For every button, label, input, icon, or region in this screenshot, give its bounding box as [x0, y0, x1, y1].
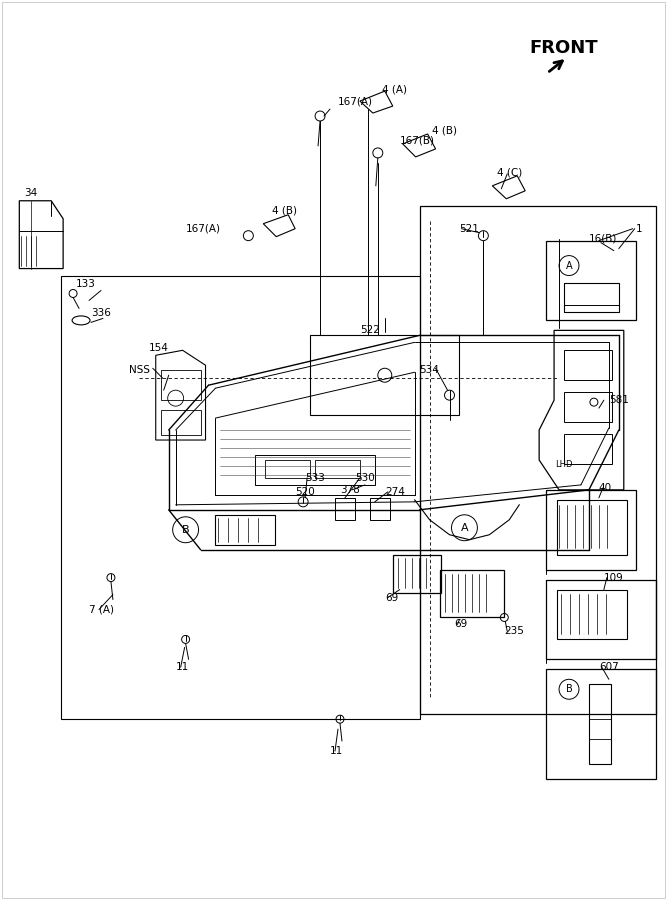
Text: 520: 520: [295, 487, 315, 497]
Text: 167(A): 167(A): [185, 224, 221, 234]
Text: NSS: NSS: [129, 365, 150, 375]
Text: 530: 530: [355, 472, 375, 483]
Text: B: B: [182, 525, 189, 535]
Text: 521: 521: [460, 224, 480, 234]
Bar: [564, 283, 619, 312]
Text: 4 (B): 4 (B): [272, 206, 297, 216]
Bar: [557, 500, 627, 554]
Bar: [255, 455, 375, 485]
Bar: [564, 434, 612, 464]
Text: A: A: [461, 523, 468, 533]
Text: 4 (A): 4 (A): [382, 84, 407, 94]
Bar: [61, 275, 420, 719]
Bar: [440, 570, 504, 617]
Bar: [315, 460, 360, 478]
Text: LHD: LHD: [556, 461, 573, 470]
Bar: [161, 370, 201, 400]
Text: 274: 274: [385, 487, 405, 497]
Text: 133: 133: [76, 278, 96, 289]
Bar: [335, 498, 355, 520]
Text: 534: 534: [420, 365, 440, 375]
Text: 167(B): 167(B): [400, 136, 435, 146]
Text: 1: 1: [636, 224, 642, 234]
Bar: [265, 460, 310, 478]
Text: 69: 69: [454, 619, 468, 629]
Text: FRONT: FRONT: [529, 40, 598, 58]
Text: 154: 154: [149, 343, 169, 354]
Bar: [215, 515, 275, 544]
Bar: [393, 554, 440, 592]
Bar: [546, 580, 656, 660]
Bar: [310, 336, 460, 415]
Text: 607: 607: [599, 662, 618, 672]
Text: 4 (B): 4 (B): [432, 126, 457, 136]
Text: 40: 40: [599, 483, 612, 493]
Text: A: A: [566, 261, 572, 271]
Bar: [546, 490, 636, 570]
Text: 109: 109: [604, 572, 624, 582]
Text: 533: 533: [305, 472, 325, 483]
Text: 69: 69: [385, 592, 398, 602]
Bar: [557, 590, 627, 639]
Text: 16(B): 16(B): [589, 234, 617, 244]
Text: B: B: [566, 684, 572, 694]
Bar: [546, 670, 656, 779]
Text: 11: 11: [175, 662, 189, 672]
Text: 336: 336: [91, 309, 111, 319]
Text: 7 (A): 7 (A): [89, 605, 114, 615]
Text: 235: 235: [504, 626, 524, 636]
Bar: [564, 392, 612, 422]
Text: 581: 581: [609, 395, 629, 405]
Text: 11: 11: [330, 746, 344, 756]
Bar: [370, 498, 390, 520]
Text: 34: 34: [24, 188, 37, 198]
Text: 522: 522: [360, 326, 380, 336]
Text: 4 (C): 4 (C): [498, 168, 522, 178]
Bar: [564, 350, 612, 380]
Bar: [589, 684, 611, 764]
Text: 378: 378: [340, 485, 360, 495]
Text: 167(A): 167(A): [338, 96, 373, 106]
Bar: [420, 206, 656, 715]
Bar: [546, 240, 636, 320]
Bar: [161, 410, 201, 435]
